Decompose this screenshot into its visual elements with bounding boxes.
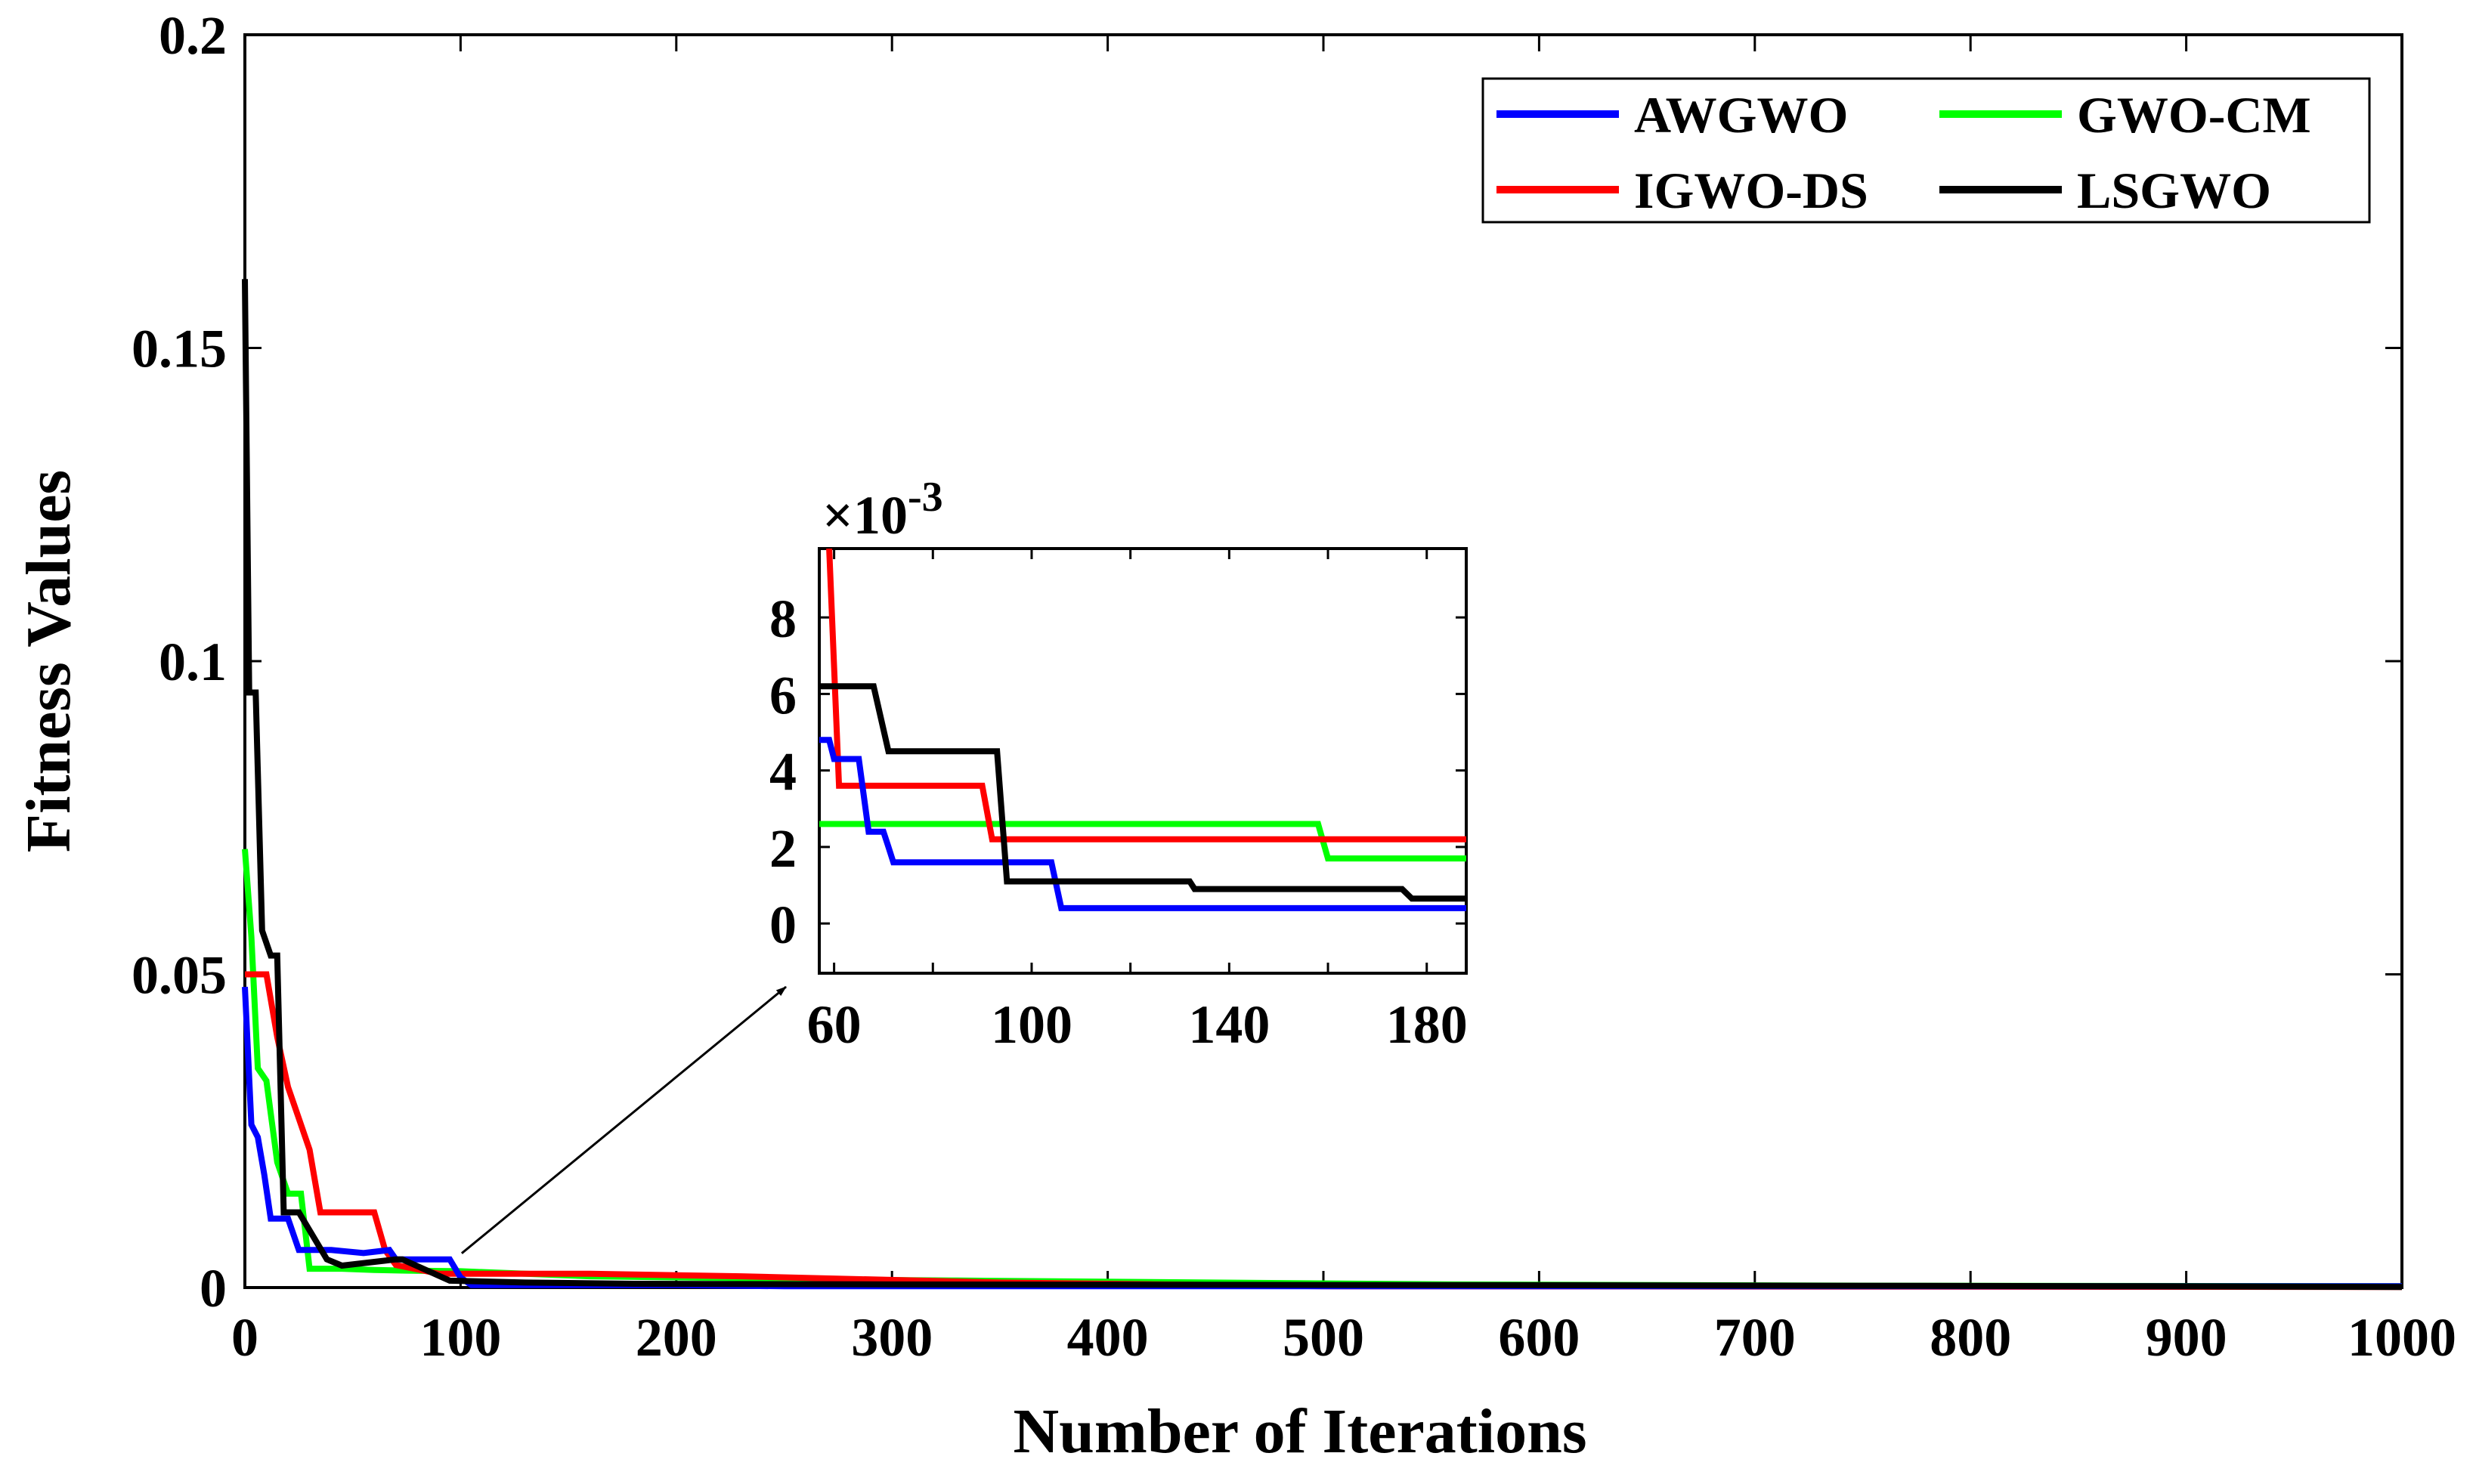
inset-y-multiplier-exponent: -3 xyxy=(908,474,943,521)
inset-y-tick-label-4: 4 xyxy=(769,742,797,802)
main-x-tick-label-200: 200 xyxy=(636,1307,717,1368)
main-y-tick-label-0.05: 0.05 xyxy=(132,945,227,1006)
inset-series-group xyxy=(819,549,1466,911)
x-axis-label: Number of Iterations xyxy=(1013,1396,1586,1467)
main-y-tick-label-0.15: 0.15 xyxy=(132,319,227,379)
main-x-tick-label-500: 500 xyxy=(1283,1307,1364,1368)
main-x-tick-label-900: 900 xyxy=(2146,1307,2227,1368)
main-x-tick-label-100: 100 xyxy=(419,1307,501,1368)
inset-x-tick-label-100: 100 xyxy=(991,994,1072,1055)
zoom-arrow xyxy=(460,985,787,1254)
inset-y-tick-labels: 0 2 4 6 8 xyxy=(769,589,797,955)
inset-y-tick-label-8: 8 xyxy=(769,589,797,649)
inset-tick-marks xyxy=(819,549,1466,973)
main-x-tick-labels: 0 100 200 300 400 500 600 700 800 900 1000 xyxy=(231,1307,2456,1368)
legend-label-awgwo: AWGWO xyxy=(1634,86,1848,144)
main-x-tick-label-400: 400 xyxy=(1067,1307,1149,1368)
main-y-tick-label-0.2: 0.2 xyxy=(159,5,227,66)
inset-y-multiplier: ×10-3 xyxy=(822,474,943,546)
inset-y-tick-label-6: 6 xyxy=(769,665,797,725)
inset-x-tick-labels: 60 100 140 180 xyxy=(807,994,1468,1055)
main-series-line-igwo-ds xyxy=(245,971,2403,1291)
legend-box xyxy=(1481,77,2371,224)
legend-label-igwo-ds: IGWO-DS xyxy=(1634,162,1868,219)
main-y-tick-labels: 0 0.05 0.1 0.15 0.2 xyxy=(132,5,227,1319)
inset-x-tick-label-180: 180 xyxy=(1386,994,1468,1055)
main-x-tick-label-600: 600 xyxy=(1498,1307,1580,1368)
y-axis-label: Fitness Values xyxy=(14,470,84,852)
main-plot: 0 100 200 300 400 500 600 700 800 900 1000 00.050.… xyxy=(14,5,2456,1467)
legend: AWGWO GWO-CM IGWO-DS LSGWO xyxy=(1481,77,2371,224)
main-x-tick-label-700: 700 xyxy=(1714,1307,1796,1368)
main-y-tick-label-0: 0 xyxy=(200,1258,227,1319)
main-x-tick-label-0: 0 xyxy=(231,1307,258,1368)
legend-label-gwo-cm: GWO-CM xyxy=(2077,86,2311,144)
inset-series-line-awgwo xyxy=(819,737,1466,911)
main-y-tick-label-0.1: 0.1 xyxy=(159,632,227,692)
inset-plot-frame xyxy=(818,547,1468,975)
main-x-tick-label-300: 300 xyxy=(851,1307,933,1368)
inset-y-multiplier-base: ×10 xyxy=(822,485,908,546)
main-series-line-lsgwo xyxy=(242,279,2403,1291)
inset-series-line-lsgwo xyxy=(819,683,1466,902)
inset-plot: 60 100 140 180 0 2 4 6 8 ×10-3 xyxy=(769,474,1468,1055)
inset-x-tick-label-140: 140 xyxy=(1188,994,1270,1055)
main-series-group xyxy=(242,279,2403,1291)
inset-x-tick-label-60: 60 xyxy=(807,994,862,1055)
inset-y-tick-label-2: 2 xyxy=(769,818,797,879)
legend-label-lsgwo: LSGWO xyxy=(2077,162,2271,219)
inset-y-tick-label-0: 0 xyxy=(769,895,797,955)
main-x-tick-label-800: 800 xyxy=(1930,1307,2011,1368)
inset-series-line-igwo-ds xyxy=(826,549,1466,842)
main-x-tick-label-1000: 1000 xyxy=(2348,1307,2456,1368)
